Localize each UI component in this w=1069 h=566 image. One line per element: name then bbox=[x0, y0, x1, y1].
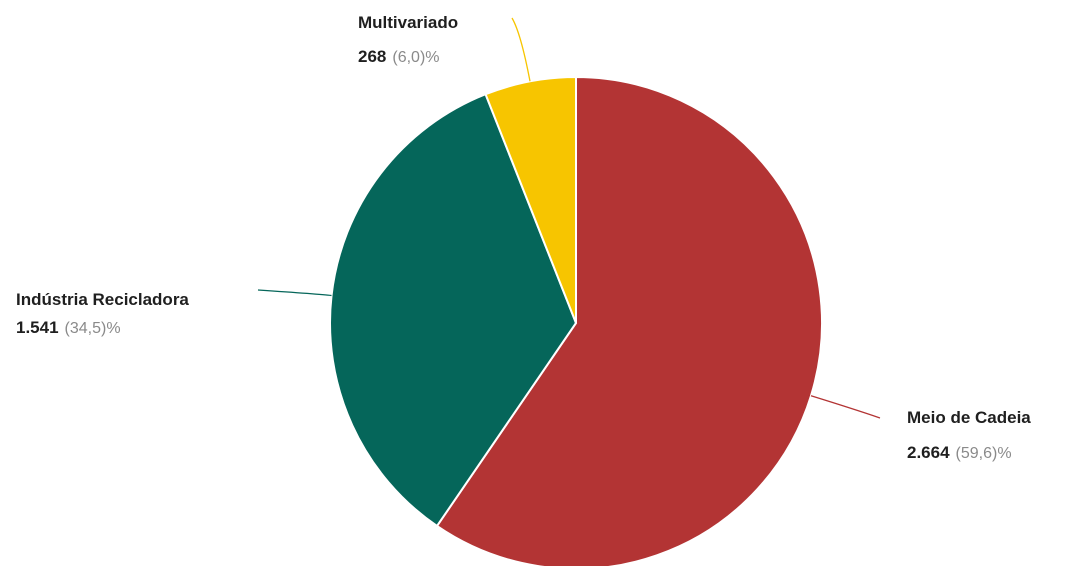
label-multivariado-percent: (6,0)% bbox=[392, 49, 439, 66]
pie-slice-meio-de-cadeia bbox=[435, 75, 823, 566]
pie-slices bbox=[329, 75, 823, 566]
label-industria-recicladora-value-line: 1.541 (34,5)% bbox=[16, 318, 121, 337]
leader-lines bbox=[257, 17, 881, 419]
label-meio-de-cadeia-value: 2.664 bbox=[907, 443, 950, 462]
leader-line-meio-de-cadeia bbox=[810, 395, 881, 419]
label-industria-recicladora-value: 1.541 bbox=[16, 318, 59, 337]
label-multivariado-value-line: 268 (6,0)% bbox=[358, 47, 440, 66]
label-industria-recicladora-percent: (34,5)% bbox=[65, 320, 121, 337]
label-meio-de-cadeia-value-line: 2.664 (59,6)% bbox=[907, 443, 1012, 462]
label-multivariado-value: 268 bbox=[358, 47, 386, 66]
leader-line-multivariado bbox=[511, 17, 531, 82]
label-multivariado-name: Multivariado bbox=[358, 13, 458, 32]
pie-slice-multivariado bbox=[484, 75, 577, 324]
leader-line-industria-recicladora bbox=[257, 289, 332, 297]
pie-slice-industria-recicladora bbox=[329, 92, 578, 528]
label-meio-de-cadeia-name: Meio de Cadeia bbox=[907, 408, 1031, 427]
label-meio-de-cadeia-percent: (59,6)% bbox=[956, 445, 1012, 462]
label-industria-recicladora-name: Indústria Recicladora bbox=[16, 290, 189, 309]
